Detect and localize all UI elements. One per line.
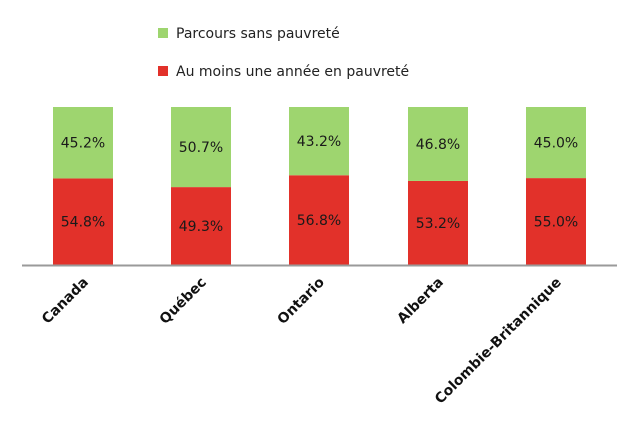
bar-canada-au-moins-une-annee-en-pauvrete	[53, 178, 113, 265]
bar-colombie-britannique-parcours-sans-pauvrete	[526, 107, 586, 179]
bar-alberta-au-moins-une-annee-en-pauvrete	[408, 180, 468, 265]
bar-alberta-parcours-sans-pauvrete	[408, 107, 468, 181]
legend: Parcours sans pauvreté Au moins une année…	[158, 26, 409, 80]
data-label-canada-parcours-sans-pauvrete: 45.2%	[61, 136, 105, 152]
data-label-quebec-au-moins-une-annee-en-pauvrete: 49.3%	[179, 219, 223, 235]
legend-label-parcours-sans-pauvrete: Parcours sans pauvreté	[176, 26, 340, 42]
data-label-alberta-au-moins-une-annee-en-pauvrete: 53.2%	[416, 216, 460, 232]
category-labels: Canada Québec Ontario AlbertaColombie-Brita…	[39, 274, 565, 407]
data-label-colombie-britannique-parcours-sans-pauvrete: 45.0%	[534, 136, 578, 152]
data-label-alberta-parcours-sans-pauvrete: 46.8%	[416, 137, 460, 153]
legend-swatch-parcours-sans-pauvrete	[158, 28, 168, 38]
bar-quebec-au-moins-une-annee-en-pauvrete	[171, 187, 231, 265]
data-label-canada-au-moins-une-annee-en-pauvrete: 54.8%	[61, 215, 105, 231]
legend-label-au-moins-une-annee-en-pauvrete: Au moins une année en pauvreté	[176, 64, 409, 80]
legend-swatch-au-moins-une-annee-en-pauvrete	[158, 66, 168, 76]
category-label-colombie-britannique: Colombie-Britannique	[432, 275, 565, 408]
data-label-ontario-au-moins-une-annee-en-pauvrete: 56.8%	[297, 213, 341, 229]
data-label-quebec-parcours-sans-pauvrete: 50.7%	[179, 140, 223, 156]
data-labels: 54.8% 45.2% 49.3% 50.7% 56.8% 43.2% 53.2% 46.8%…	[61, 134, 578, 235]
category-label-alberta: Alberta	[394, 275, 446, 327]
bar-ontario-parcours-sans-pauvrete	[289, 107, 349, 176]
bar-ontario-au-moins-une-annee-en-pauvrete	[289, 175, 349, 265]
category-label-ontario: Ontario	[275, 274, 329, 328]
bar-quebec-parcours-sans-pauvrete	[171, 107, 231, 188]
data-label-ontario-parcours-sans-pauvrete: 43.2%	[297, 134, 341, 150]
data-label-colombie-britannique-au-moins-une-annee-en-pauvrete: 55.0%	[534, 215, 578, 231]
category-label-quebec: Québec	[157, 275, 210, 328]
bars	[53, 107, 586, 265]
bar-canada-parcours-sans-pauvrete	[53, 107, 113, 179]
bar-colombie-britannique-au-moins-une-annee-en-pauvrete	[526, 178, 586, 265]
category-label-canada: Canada	[39, 275, 92, 328]
